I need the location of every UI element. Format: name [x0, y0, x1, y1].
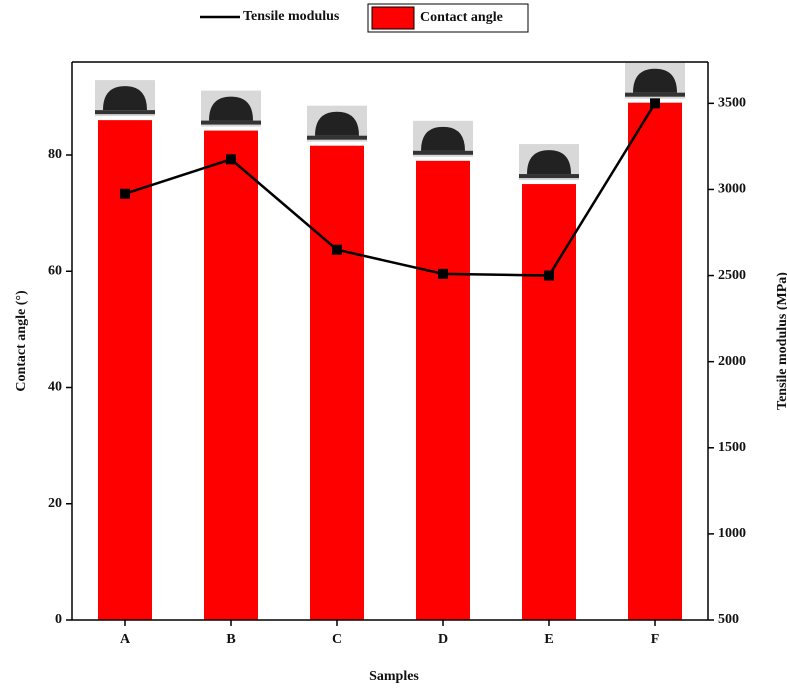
y2-axis-label: Tensile modulus (MPa)	[775, 272, 787, 410]
legend-box	[367, 3, 529, 33]
droplet-image	[103, 86, 147, 111]
line-marker	[650, 98, 660, 109]
droplet-image	[307, 135, 367, 140]
x-tick-label: A	[120, 632, 131, 647]
line-marker	[226, 154, 236, 165]
droplet-image	[413, 150, 473, 155]
droplet-image	[95, 110, 155, 115]
droplet-image	[201, 120, 261, 125]
y2-tick-label: 1000	[718, 526, 746, 541]
legend-label: Contact angle	[420, 10, 503, 25]
x-axis-label: Samples	[369, 669, 419, 684]
y2-tick-label: 3000	[718, 182, 746, 197]
x-tick-label: B	[226, 632, 235, 647]
x-tick-label: D	[438, 632, 448, 647]
y-tick-label: 80	[48, 147, 62, 162]
bar	[416, 160, 470, 620]
y2-tick-label: 3500	[718, 96, 746, 111]
legend-label: Tensile modulus	[243, 9, 340, 24]
droplet-image	[519, 174, 579, 179]
x-tick-label: E	[544, 632, 553, 647]
y-axis-label: Contact angle (°)	[14, 290, 29, 392]
x-tick-label: C	[332, 632, 342, 647]
y2-tick-label: 2000	[718, 354, 746, 369]
bar	[204, 130, 258, 620]
line-marker	[438, 268, 448, 279]
y2-tick-label: 500	[718, 612, 739, 627]
droplet-image	[527, 150, 571, 175]
legend-swatch	[371, 6, 415, 30]
droplet-image	[633, 68, 677, 93]
bar	[98, 120, 152, 620]
bar	[628, 102, 682, 620]
y-tick-label: 40	[48, 380, 62, 395]
x-tick-label: F	[651, 632, 660, 647]
bar	[522, 184, 576, 620]
y2-tick-label: 2500	[718, 268, 746, 283]
y-tick-label: 60	[48, 263, 62, 278]
y2-tick-label: 1500	[718, 440, 746, 455]
y-tick-label: 20	[48, 496, 62, 511]
droplet-image	[209, 96, 253, 121]
droplet-image	[315, 111, 359, 136]
line-marker	[544, 270, 554, 281]
droplet-image	[421, 126, 465, 151]
line	[124, 102, 657, 277]
line-marker	[332, 244, 342, 255]
line-marker	[120, 188, 130, 199]
bar	[310, 145, 364, 620]
droplet-image	[625, 92, 685, 97]
y-tick-label: 0	[55, 612, 62, 627]
